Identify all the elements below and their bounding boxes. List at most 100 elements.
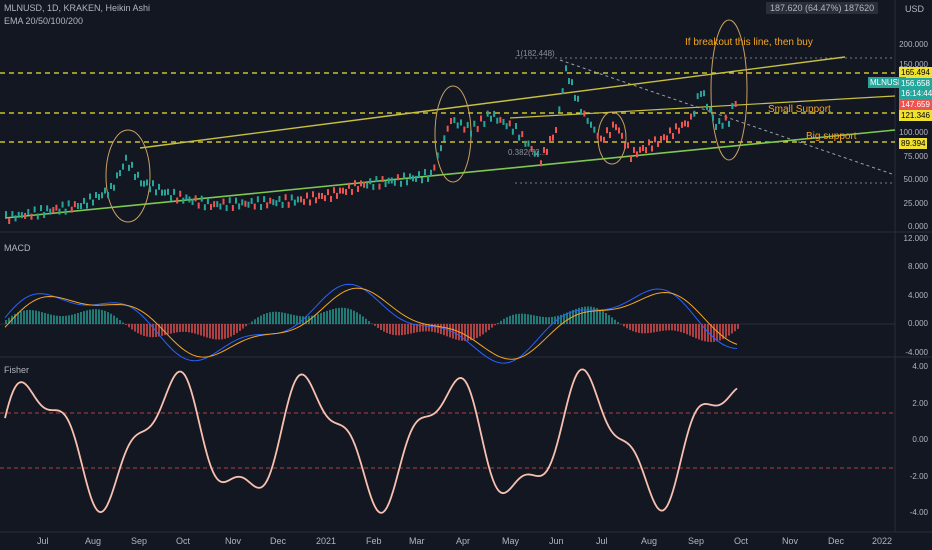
- price-candle: [143, 180, 145, 187]
- macd-histogram-bar: [98, 309, 100, 324]
- macd-histogram-bar: [689, 324, 691, 336]
- price-candle: [721, 122, 724, 129]
- macd-histogram-bar: [431, 324, 433, 332]
- price-candle: [555, 127, 557, 134]
- price-candle: [225, 205, 228, 212]
- macd-histogram-bar: [470, 324, 472, 341]
- price-candle: [345, 188, 347, 195]
- price-candle: [476, 125, 479, 132]
- price-candle: [456, 122, 459, 129]
- price-candle: [533, 150, 536, 157]
- price-label-200: 200.000: [899, 40, 928, 49]
- macd-histogram-bar: [311, 315, 313, 324]
- price-candle: [235, 197, 237, 204]
- price-candle: [125, 154, 127, 161]
- macd-histogram-bar: [41, 312, 43, 324]
- macd-histogram-bar: [392, 324, 394, 335]
- macd-histogram-bar: [710, 324, 712, 343]
- macd-histogram-bar: [230, 324, 232, 337]
- price-candle: [700, 90, 702, 97]
- macd-histogram-bar: [467, 324, 469, 341]
- price-candle: [412, 175, 414, 182]
- price-candle: [20, 212, 23, 219]
- time-label-aug: Aug: [85, 536, 102, 546]
- macd-histogram-bar: [335, 308, 337, 324]
- price-candle: [339, 187, 341, 194]
- macd-histogram-bar: [29, 309, 31, 324]
- level-tag-165: 165.494: [899, 67, 932, 78]
- macd-histogram-bar: [233, 324, 235, 335]
- macd-histogram-bar: [359, 314, 361, 324]
- price-candle: [104, 187, 106, 194]
- price-candle: [372, 183, 375, 190]
- price-candle: [387, 177, 390, 184]
- macd-histogram-bar: [17, 312, 19, 324]
- time-label-2022: 2022: [872, 536, 893, 546]
- price-candle: [64, 208, 67, 215]
- macd-histogram-bar: [677, 324, 679, 332]
- macd-histogram-bar: [638, 324, 640, 333]
- macd-histogram-bar: [287, 313, 289, 324]
- macd-histogram-bar: [527, 314, 529, 324]
- highlight-ellipse-sep: [105, 129, 151, 223]
- macd-histogram-bar: [497, 322, 499, 324]
- macd-histogram-bar: [485, 324, 487, 333]
- price-candle: [558, 106, 561, 113]
- price-candle: [206, 198, 209, 205]
- macd-histogram-bar: [50, 314, 52, 324]
- price-candle: [712, 114, 714, 121]
- macd-histogram-bar: [110, 313, 112, 324]
- macd-histogram-bar: [353, 310, 355, 324]
- price-candle: [378, 183, 381, 190]
- macd-label-m4: -4.000: [905, 348, 928, 357]
- price-candle: [303, 198, 305, 205]
- macd-histogram-bar: [365, 318, 367, 324]
- macd-histogram-bar: [605, 312, 607, 324]
- macd-histogram-bar: [635, 324, 637, 333]
- fisher-label-2: 2.00: [912, 399, 928, 408]
- price-candle: [348, 182, 350, 189]
- macd-histogram-bar: [371, 323, 373, 324]
- macd-histogram-bar: [413, 324, 415, 333]
- price-candle: [179, 190, 182, 197]
- price-candle: [238, 203, 241, 210]
- price-candle: [300, 196, 302, 203]
- price-candle: [715, 124, 717, 131]
- price-candle: [191, 198, 194, 205]
- macd-histogram-bar: [296, 315, 298, 324]
- macd-histogram-bar: [20, 311, 22, 324]
- price-candle: [333, 187, 335, 194]
- macd-histogram-bar: [662, 324, 664, 331]
- macd-histogram-bar: [305, 316, 307, 324]
- macd-histogram-bar: [404, 324, 406, 335]
- macd-histogram-bar: [119, 320, 121, 324]
- price-candle: [693, 110, 696, 117]
- macd-histogram-bar: [320, 313, 322, 324]
- macd-histogram-bar: [263, 314, 265, 324]
- macd-histogram-bar: [491, 324, 493, 328]
- price-candle: [586, 117, 589, 124]
- macd-histogram-bar: [617, 322, 619, 324]
- price-label-25: 25.000: [903, 199, 928, 208]
- price-candle: [470, 130, 472, 137]
- macd-histogram-bar: [293, 315, 295, 324]
- price-candle: [734, 100, 737, 107]
- price-candle: [549, 135, 551, 142]
- macd-histogram-bar: [170, 324, 172, 334]
- macd-histogram-bar: [518, 313, 520, 324]
- price-candle: [706, 103, 708, 110]
- macd-histogram-bar: [506, 317, 508, 324]
- fisher-label-4: 4.00: [912, 362, 928, 371]
- macd-histogram-bar: [95, 309, 97, 324]
- highlight-ellipse-sep2: [710, 19, 748, 161]
- price-candle: [574, 94, 576, 101]
- price-candle: [393, 179, 396, 186]
- macd-histogram-bar: [194, 324, 196, 334]
- price-candle: [400, 180, 402, 187]
- price-candle: [663, 134, 665, 141]
- macd-histogram-bar: [521, 313, 523, 324]
- price-candle: [275, 200, 278, 207]
- macd-histogram-bar: [326, 310, 328, 324]
- macd-histogram-bar: [602, 311, 604, 324]
